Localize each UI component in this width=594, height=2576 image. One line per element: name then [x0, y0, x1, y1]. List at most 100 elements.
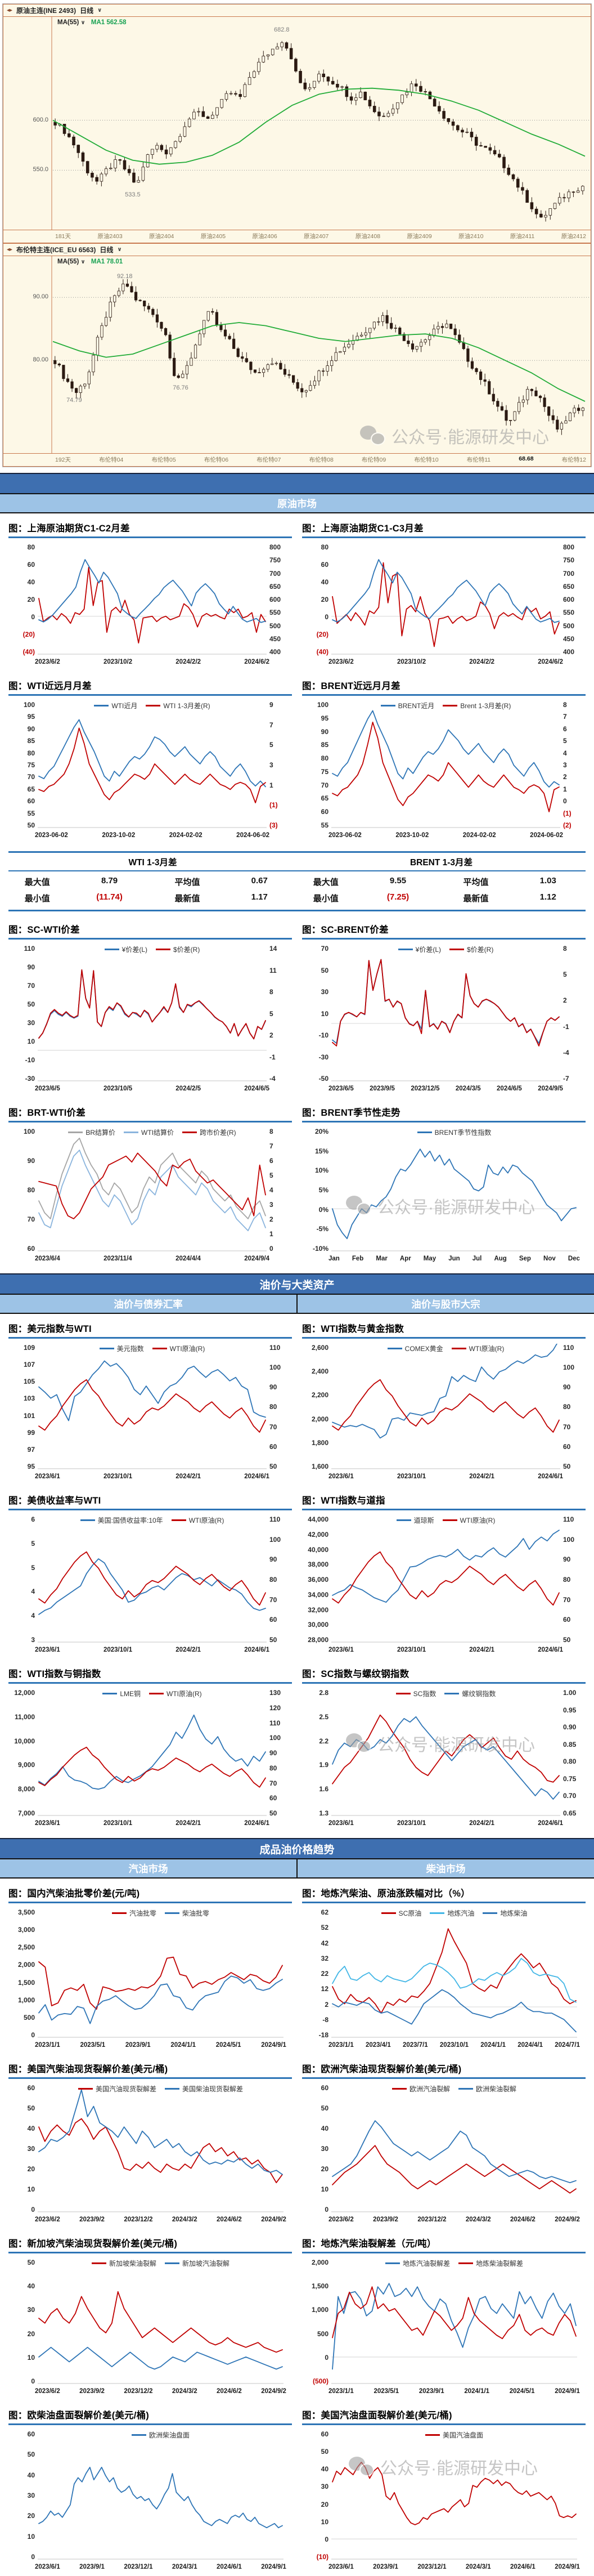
legend-label: 地炼柴油裂解差 — [476, 2260, 524, 2268]
legend-item: 美国:国债收益率:10年 — [80, 1515, 163, 1525]
legend: LME铜 WTI原油(R) — [38, 1689, 267, 1698]
axis-tick: 5 — [269, 1171, 273, 1179]
x-axis: 2023/6/2 2023/9/2 2023/12/2 2024/3/2 2024/6/… — [328, 2216, 580, 2223]
legend-item: WTI近月 — [94, 701, 137, 710]
axis-tick: 70 — [27, 982, 35, 990]
section-title: 油价与大类资产 — [259, 1279, 335, 1291]
axis-tick: 75 — [321, 767, 328, 776]
y-axis-right — [284, 2259, 292, 2385]
axis-tick: 500 — [269, 621, 281, 630]
y-axis-left: 6 5 5 4 4 3 — [8, 1515, 38, 1644]
section-title-bar: 原油市场 — [0, 494, 594, 513]
x-tick: 2024/6/1 — [244, 1473, 269, 1480]
axis-tick: 10 — [27, 2185, 35, 2193]
legend-swatch — [380, 705, 395, 706]
chevron-down-icon[interactable]: ∨ — [80, 259, 86, 265]
axis-tick: 40 — [27, 2282, 35, 2291]
axis-tick: 85 — [27, 737, 35, 745]
nav-arrows-icon[interactable]: ◂▸ — [7, 247, 13, 253]
axis-tick: 600 — [563, 596, 575, 603]
axis-tick: 65 — [27, 785, 35, 793]
chart-row: 图：新加坡汽柴油现货裂解价差(美元/桶) 50 40 30 20 10 0 新加坡柴油裂解… — [0, 2229, 594, 2400]
x-tick: 2023/6/2 — [328, 659, 354, 665]
legend-swatch — [149, 1693, 164, 1694]
stat-label: 最新值 — [174, 894, 200, 904]
axis-tick: 40,000 — [308, 1545, 328, 1554]
ma-dropdown[interactable]: MA(55) — [57, 258, 79, 265]
x-tick: 2023/9/2 — [79, 2388, 105, 2395]
axis-tick: 0% — [318, 1205, 328, 1214]
chevron-down-icon[interactable]: ∨ — [97, 7, 102, 14]
x-tick: 2024/2/1 — [176, 1647, 201, 1653]
ma-dropdown[interactable]: MA(55) — [57, 19, 79, 26]
chevron-down-icon[interactable]: ∨ — [80, 20, 86, 26]
chevron-down-icon[interactable]: ∨ — [117, 247, 122, 253]
plot-area: ¥价差(L) $价差(R) — [331, 945, 560, 1083]
period-dropdown[interactable]: 日线 — [80, 7, 94, 15]
chart-title: 图：SC-WTI价差 — [8, 918, 292, 940]
stat-label: 最小值 — [24, 894, 50, 904]
axis-tick: 50 — [269, 1809, 277, 1817]
axis-tick: 3 — [269, 761, 273, 769]
axis-tick: 30 — [27, 2491, 35, 2499]
legend-item: 地炼汽油 — [430, 1908, 474, 1918]
legend-swatch — [425, 2434, 440, 2436]
legend: 美国汽油盘面 — [331, 2430, 577, 2440]
axis-tick: 70 — [269, 1779, 277, 1787]
axis-tick: 750 — [269, 556, 281, 565]
x-tick: 2023/6/5 — [328, 1085, 354, 1092]
x-tick: 2023-10-02 — [102, 832, 136, 839]
legend-label: $价差(R) — [467, 946, 494, 954]
axis-tick: 700 — [269, 569, 281, 578]
x-tick: 2023/6/1 — [35, 1820, 60, 1827]
axis-tick: 5 — [31, 1563, 35, 1572]
axis-tick: 52 — [321, 1924, 328, 1932]
axis-tick: 60 — [321, 2084, 328, 2092]
legend-swatch — [443, 705, 458, 706]
grid-price-label: 600.0 — [33, 116, 48, 123]
stats-header: WTI 1-3月差 — [8, 853, 297, 871]
plot-area: 道琼斯 WTI原油(R) — [331, 1515, 560, 1644]
chart-title: 图：美国汽柴油现货裂解价差(美元/桶) — [8, 2058, 292, 2079]
axis-tick: 110 — [269, 1719, 281, 1727]
legend-item: 欧洲柴油裂解 — [458, 2084, 516, 2094]
legend-label: ¥价差(L) — [415, 946, 441, 954]
x-axis: 2023/1/1 2023/4/1 2023/7/1 2023/10/1 2024/1/… — [328, 2042, 580, 2049]
x-tick: 2024-06-02 — [530, 832, 563, 839]
axis-tick: 5 — [31, 1539, 35, 1548]
x-tick: 68.68 — [519, 455, 534, 462]
axis-tick: 100 — [563, 1535, 575, 1544]
chart-toolbar: ◂▸ 布伦特主连(ICE_EU 6563) 日线 ∨ — [3, 244, 591, 256]
legend-item: 美元指数 — [99, 1344, 144, 1353]
axis-tick: (40) — [22, 648, 35, 656]
axis-tick: -4 — [563, 1048, 569, 1057]
stat-value: 1.03 — [539, 876, 556, 886]
axis-tick: 90 — [269, 1383, 277, 1392]
axis-tick: -30 — [25, 1075, 35, 1083]
period-dropdown[interactable]: 日线 — [100, 246, 114, 254]
plot-area — [331, 543, 560, 656]
axis-tick: 90 — [269, 1555, 277, 1564]
y-axis-right: 8 5 2 -1 -4 -7 — [560, 945, 586, 1083]
legend-label: 美国柴油现货裂解差 — [182, 2085, 244, 2093]
legend-label: WTI原油(R) — [460, 1517, 496, 1524]
x-axis: 2023/6/1 2023/10/1 2024/2/1 2024/6/1 — [35, 1820, 269, 1827]
x-axis: 2023/6/2 2023/10/2 2024/2/2 2024/6/2 — [35, 659, 269, 665]
y-axis-right: 800 750 700 650 600 550 500 450 400 — [267, 543, 292, 656]
x-tick: 2024/4/4 — [176, 1255, 201, 1262]
axis-tick: 70 — [563, 1423, 571, 1431]
axis-tick: 2 — [325, 2000, 328, 2009]
x-tick: 2023/1/1 — [328, 2388, 354, 2395]
x-axis: 2023/6/2 2023/9/2 2023/12/2 2024/3/2 2024/6/… — [35, 2216, 286, 2223]
axis-tick: 2,600 — [311, 1344, 328, 1352]
legend-label: ¥价差(L) — [122, 946, 147, 954]
nav-arrows-icon[interactable]: ◂▸ — [7, 7, 13, 14]
axis-tick: 40 — [321, 578, 328, 586]
axis-tick: 7 — [269, 721, 273, 729]
axis-tick: 70 — [27, 773, 35, 781]
y-axis-left: 110 90 70 50 30 10 -10 -30 — [8, 945, 38, 1083]
legend-item: WTI原油(R) — [171, 1515, 224, 1525]
x-tick: 2023/6/1 — [35, 1473, 60, 1480]
stats-header: BRENT 1-3月差 — [297, 853, 586, 871]
axis-tick: 10 — [27, 2532, 35, 2541]
